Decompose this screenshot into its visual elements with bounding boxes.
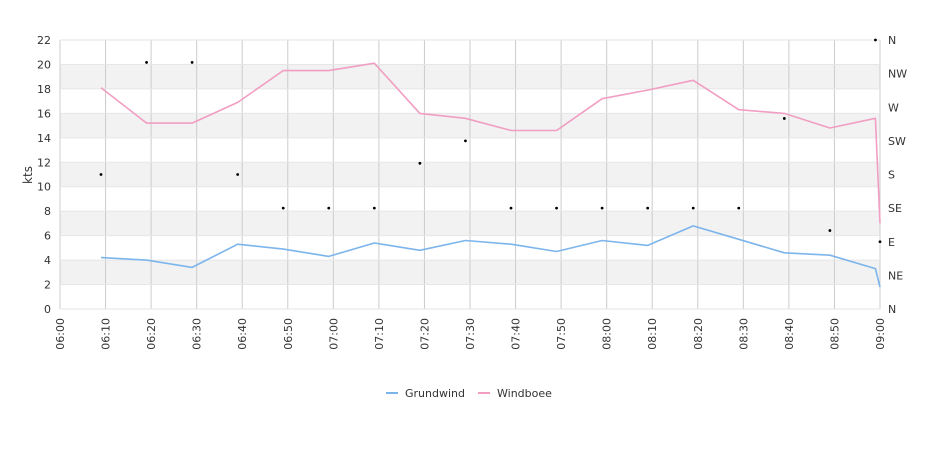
- direction-tick-label: NW: [888, 68, 907, 81]
- x-tick-label: 07:20: [418, 318, 431, 350]
- direction-tick-label: SW: [888, 135, 906, 148]
- y-tick-label: 12: [37, 156, 51, 169]
- direction-tick-label: N: [888, 303, 896, 316]
- x-tick-label: 08:30: [737, 318, 750, 350]
- direction-point: [874, 38, 877, 42]
- horizontal-gridlines: [60, 39, 880, 310]
- y-tick-label: 8: [44, 205, 51, 218]
- y-axis-title: kts: [21, 166, 35, 184]
- x-tick-label: 06:50: [282, 318, 295, 350]
- direction-point: [600, 206, 604, 210]
- direction-point: [782, 117, 786, 120]
- direction-tick-labels: N NE E SE S SW W NW N: [888, 34, 907, 316]
- direction-tick-label: E: [888, 236, 895, 249]
- series-line: [100, 225, 881, 288]
- direction-point: [691, 206, 695, 210]
- y-tick-label: 10: [37, 181, 51, 194]
- x-tick-label: 06:10: [100, 318, 113, 350]
- direction-points: [99, 38, 882, 244]
- direction-point: [555, 206, 558, 210]
- direction-point: [372, 206, 376, 210]
- y-tick-label: 6: [44, 230, 51, 243]
- y-tick-labels: 0 2 4 6 8 10 12 14 16 18 20 22: [37, 34, 51, 316]
- x-tick-label: 08:40: [783, 318, 796, 350]
- direction-point: [281, 206, 285, 210]
- x-tick-label: 07:40: [510, 318, 523, 350]
- x-tick-label: 07:30: [464, 318, 477, 350]
- direction-point: [99, 173, 103, 176]
- direction-point: [145, 61, 148, 64]
- direction-point: [737, 206, 741, 210]
- x-tick-label: 09:00: [874, 318, 887, 350]
- y-tick-label: 18: [37, 83, 51, 96]
- x-tick-label: 07:10: [373, 318, 386, 350]
- x-tick-label: 08:20: [692, 318, 705, 350]
- series-line: [100, 62, 881, 224]
- y-tick-label: 16: [37, 107, 51, 120]
- y-tick-label: 14: [37, 132, 51, 145]
- direction-tick-label: W: [888, 101, 899, 114]
- direction-tick-label: S: [888, 169, 895, 182]
- direction-point: [327, 206, 331, 210]
- y-tick-label: 20: [37, 58, 51, 71]
- direction-tick-label: NE: [888, 269, 903, 282]
- legend: Grundwind Windboee: [386, 387, 552, 400]
- direction-point: [236, 173, 240, 176]
- x-tick-label: 07:00: [327, 318, 340, 350]
- direction-point: [418, 161, 422, 165]
- legend-item: Windboee: [497, 387, 552, 400]
- x-tick-label: 06:20: [145, 318, 158, 350]
- x-tick-label: 08:00: [601, 318, 614, 350]
- y-tick-label: 0: [44, 303, 51, 316]
- x-tick-label: 06:30: [191, 318, 204, 350]
- legend-item: Grundwind: [405, 387, 465, 400]
- direction-point: [878, 240, 882, 244]
- x-tick-label: 08:10: [646, 318, 659, 350]
- x-tick-label: 06:00: [54, 318, 67, 350]
- direction-point: [509, 206, 513, 210]
- x-tick-labels: 06:00 06:10 06:20 06:30 06:40 06:50 07:00 07:10…: [54, 318, 887, 350]
- direction-point: [828, 229, 832, 232]
- direction-tick-label: N: [888, 34, 896, 47]
- y-tick-label: 22: [37, 34, 51, 47]
- x-tick-label: 06:40: [236, 318, 249, 350]
- y-tick-label: 4: [44, 254, 51, 267]
- direction-point: [646, 206, 650, 210]
- series-lines: [100, 62, 881, 288]
- y-tick-label: 2: [44, 279, 51, 292]
- vertical-gridlines: [59, 40, 881, 309]
- x-tick-label: 07:50: [555, 318, 568, 350]
- direction-point: [190, 61, 194, 64]
- x-tick-label: 08:50: [828, 318, 841, 350]
- direction-point: [464, 139, 467, 143]
- direction-tick-label: SE: [888, 202, 902, 215]
